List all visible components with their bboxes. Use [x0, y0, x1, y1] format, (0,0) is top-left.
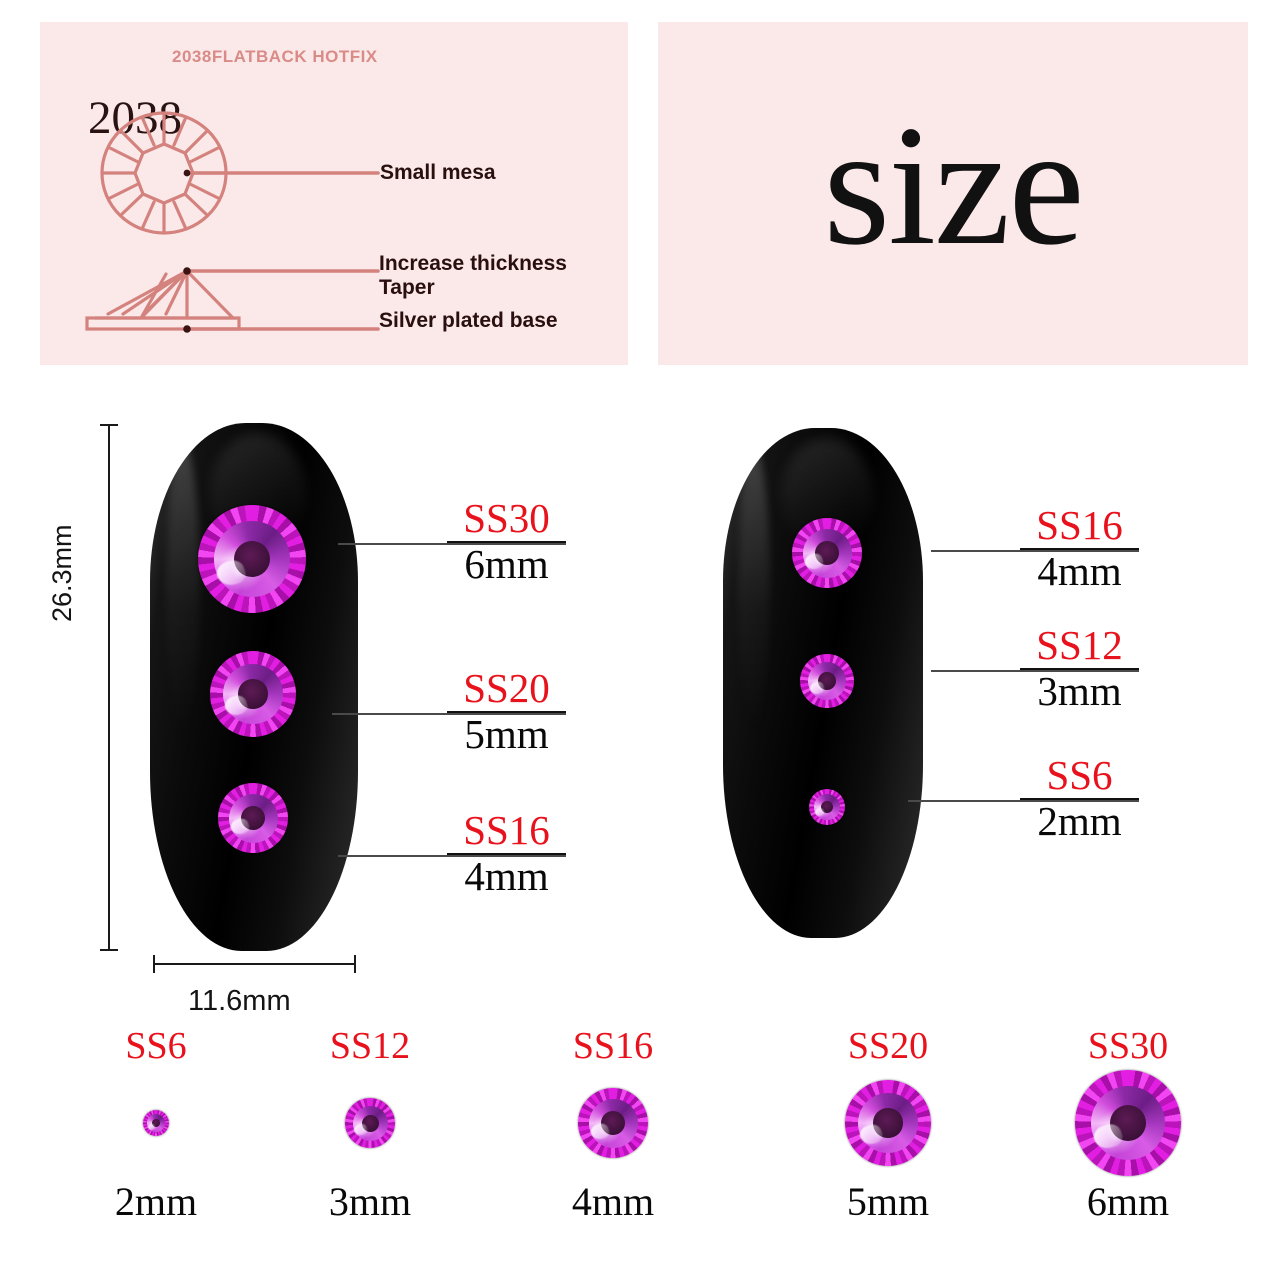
size-sample-ss12: SS12 3mm — [310, 1024, 430, 1225]
callout-ss16-mm: 4mm — [1037, 547, 1122, 594]
callout-rule — [447, 540, 566, 543]
stone-ss30 — [1075, 1070, 1181, 1176]
callout-rule — [1020, 547, 1139, 550]
stone-ss16 — [578, 1088, 648, 1158]
stone-ss16 — [218, 783, 288, 853]
size-sample-ss20: SS20 5mm — [828, 1024, 948, 1225]
callout-ss12-size: SS12 — [1036, 622, 1123, 668]
size-sample-ss16-mm: 4mm — [571, 1179, 655, 1224]
nail-height-label: 26.3mm — [47, 524, 77, 622]
stone-ss16 — [792, 518, 862, 588]
callout-rule — [447, 710, 566, 713]
stone-table — [820, 800, 834, 814]
callout-ss30: SS30 6mm — [447, 495, 566, 587]
leader-line-ss20 — [332, 713, 566, 715]
stone-highlight — [146, 1122, 156, 1131]
stone-ss30 — [198, 505, 306, 613]
callout-ss6: SS6 2mm — [1020, 752, 1139, 844]
spec-diagram-panel — [40, 22, 628, 365]
callout-ss12: SS12 3mm — [1020, 622, 1139, 714]
stone-ss6 — [143, 1110, 169, 1136]
size-sample-ss30-mm: 6mm — [1086, 1179, 1170, 1224]
stone-ss12 — [800, 654, 854, 708]
leader-line-ss6 — [908, 800, 1139, 802]
leader-line-ss12 — [931, 670, 1139, 672]
callout-label-taper: Taper — [379, 276, 435, 299]
height-dimension-cap-bottom — [100, 949, 118, 951]
callout-ss6-size: SS6 — [1046, 752, 1113, 798]
callout-ss16-mm: 4mm — [464, 852, 549, 899]
height-dimension-cap-top — [100, 424, 118, 426]
size-sample-ss30-label: SS30 — [1087, 1025, 1169, 1067]
callout-label-increase-thickness: Increase thickness — [379, 252, 567, 275]
size-sample-ss12-label: SS12 — [329, 1025, 411, 1067]
callout-ss20: SS20 5mm — [447, 665, 566, 757]
callout-ss20-mm: 5mm — [464, 710, 549, 757]
stone-table — [151, 1118, 161, 1128]
leader-dots — [183, 169, 191, 333]
callout-rule — [1020, 667, 1139, 670]
callout-ss16-left: SS16 4mm — [447, 807, 566, 899]
size-sample-ss6-mm: 2mm — [114, 1179, 198, 1224]
callout-rule — [1020, 797, 1139, 800]
nail-right — [723, 428, 923, 938]
callout-ss16-size: SS16 — [1036, 502, 1123, 548]
leader-line-ss16-left — [338, 855, 566, 857]
size-sample-ss20-label: SS20 — [847, 1025, 929, 1067]
size-sample-ss12-stone-wrap — [310, 1068, 430, 1178]
silver-plated-base-bar — [85, 316, 241, 331]
size-word-panel — [658, 22, 1248, 365]
callout-ss20-size: SS20 — [463, 665, 550, 711]
width-dimension-cap-right — [354, 955, 356, 973]
size-sample-ss30: SS30 6mm — [1068, 1024, 1188, 1225]
size-sample-ss12-mm: 3mm — [328, 1179, 412, 1224]
callout-ss30-size: SS30 — [463, 495, 550, 541]
stone-ss20 — [210, 651, 296, 737]
size-heading: size — [823, 90, 1084, 281]
height-dimension-line — [108, 424, 110, 951]
callout-label-silver-plated-base: Silver plated base — [379, 309, 558, 332]
size-sample-ss20-mm: 5mm — [846, 1179, 930, 1224]
width-dimension-cap-left — [153, 955, 155, 973]
flatback-technical-diagram — [85, 111, 380, 333]
leader-line-ss30 — [338, 543, 566, 545]
size-sample-ss6-label: SS6 — [125, 1025, 187, 1067]
callout-ss12-mm: 3mm — [1037, 667, 1122, 714]
callout-ss16-size: SS16 — [463, 807, 550, 853]
leader-line-ss16-right — [931, 550, 1139, 552]
stone-ss6 — [809, 789, 845, 825]
nail-width-label: 11.6mm — [188, 985, 291, 1017]
size-sample-ss16-label: SS16 — [572, 1025, 654, 1067]
callout-label-small-mesa: Small mesa — [380, 161, 496, 184]
size-sample-ss20-stone-wrap — [828, 1068, 948, 1178]
callout-ss16-right: SS16 4mm — [1020, 502, 1139, 594]
nail-left — [150, 423, 358, 951]
size-sample-ss6: SS6 2mm — [96, 1024, 216, 1225]
stone-ss12 — [345, 1098, 395, 1148]
nail-left-gloss — [166, 441, 200, 741]
stone-ss20 — [845, 1080, 931, 1166]
nail-right-gloss — [738, 446, 770, 736]
callout-rule — [447, 852, 566, 855]
callout-ss30-mm: 6mm — [464, 540, 549, 587]
size-sample-ss16: SS16 4mm — [553, 1024, 673, 1225]
rosette-facet-spokes — [100, 111, 228, 235]
size-sample-ss6-stone-wrap — [96, 1068, 216, 1178]
size-sample-ss16-stone-wrap — [553, 1068, 673, 1178]
width-dimension-line — [153, 963, 356, 965]
callout-ss6-mm: 2mm — [1037, 797, 1122, 844]
size-sample-ss30-stone-wrap — [1068, 1068, 1188, 1178]
taper-inner-facets — [106, 269, 189, 320]
hotfix-title: 2038FLATBACK HOTFIX — [172, 47, 378, 66]
